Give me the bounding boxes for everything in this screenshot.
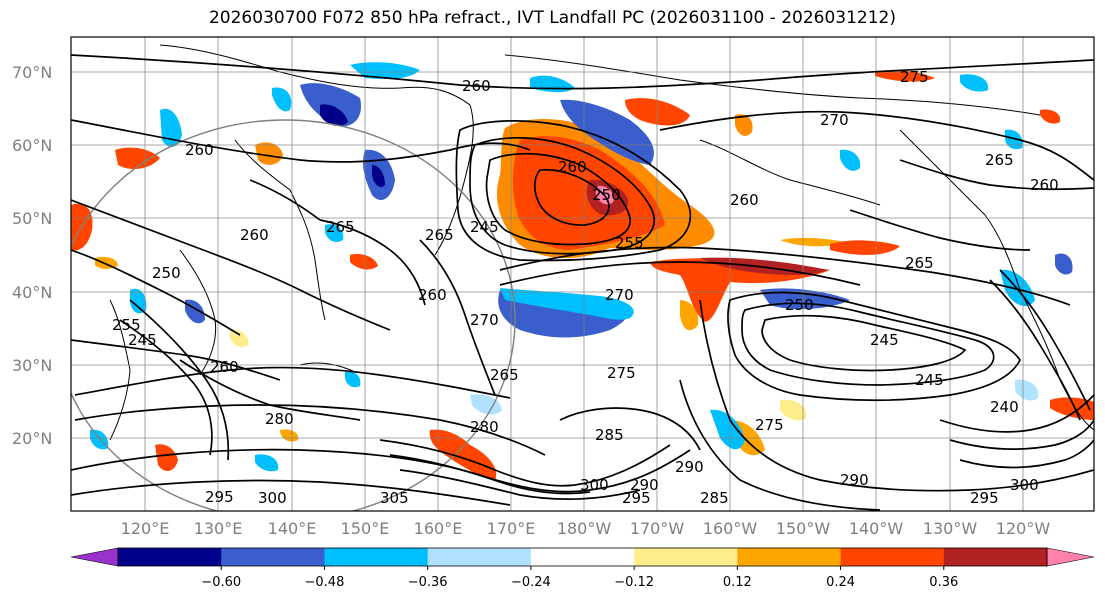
lat-label-40n: 40°N [12,283,52,302]
contour-label: 260 [240,226,269,244]
contour-label: 265 [425,226,454,244]
contour-label: 275 [900,68,929,86]
lon-label: 140°W [849,519,904,538]
latitude-labels: 70°N 60°N 50°N 40°N 30°N 20°N [12,63,52,448]
contour-label: 260 [1030,176,1059,194]
colorbar-tick-label: 0.12 [723,575,752,590]
colorbar-max-extend [1046,547,1095,567]
colorbar-min-extend [70,547,119,567]
contour-label: 270 [820,111,849,129]
lon-label: 160°W [703,519,758,538]
contour-labels: 260 270 275 265 260 260 260 250 255 245 … [112,68,1059,507]
lat-label-30n: 30°N [12,356,52,375]
contour-label: 255 [615,234,644,252]
colorbar-tick-label: −0.48 [305,575,345,590]
colorbar: −0.60 −0.48 −0.36 −0.24 −0.12 0.12 0.24 0.36 [70,547,1095,590]
contour-label: 295 [622,489,651,507]
lat-label-60n: 60°N [12,136,52,155]
lon-label: 180°W [557,519,612,538]
region-outline-circle [71,119,516,511]
colorbar-segment [840,548,945,566]
contour-label: 290 [630,476,659,494]
contour-label: 300 [1010,476,1039,494]
colorbar-tick-label: 0.24 [826,575,855,590]
contour-label: 260 [185,141,214,159]
colorbar-segment [943,548,1048,566]
contour-label: 275 [755,416,784,434]
lon-label: 150°W [776,519,831,538]
contour-label: 245 [470,218,499,236]
contour-label: 260 [462,77,491,95]
contour-label: 285 [700,489,729,507]
refractivity-contours [71,54,1094,511]
longitude-labels: 120°E 130°E 140°E 150°E 160°E 170°E 180°… [121,519,1051,538]
colorbar-tick-label: 0.36 [929,575,958,590]
colorbar-tick-label: −0.24 [511,575,551,590]
lon-label: 140°E [268,519,317,538]
colorbar-segment [737,548,842,566]
lon-label: 170°W [630,519,685,538]
lon-label: 120°E [121,519,170,538]
lon-label: 170°E [487,519,536,538]
contour-label: 300 [258,489,287,507]
contour-label: 280 [470,418,499,436]
colorbar-segment [221,548,325,566]
contour-label: 295 [970,489,999,507]
contour-label: 260 [210,358,239,376]
contour-label: 305 [380,489,409,507]
contour-label: 245 [915,371,944,389]
colorbar-segment [530,548,635,566]
lon-label: 130°W [923,519,978,538]
colorbar-tick-label: −0.12 [614,575,654,590]
contour-label: 265 [985,151,1014,169]
lon-label: 160°E [414,519,463,538]
map-title: 2026030700 F072 850 hPa refract., IVT La… [208,8,896,28]
contour-label: 260 [418,286,447,304]
contour-label: 250 [592,186,621,204]
lon-label: 150°E [341,519,390,538]
contour-label: 285 [595,426,624,444]
lat-label-70n: 70°N [12,63,52,82]
contour-label: 260 [730,191,759,209]
contour-label: 245 [870,331,899,349]
contour-label: 300 [580,476,609,494]
lat-label-50n: 50°N [12,209,52,228]
colorbar-segment [324,548,429,566]
contour-label: 240 [990,398,1019,416]
map-frame-border [70,36,1095,512]
contour-label: 255 [112,316,141,334]
lat-label-20n: 20°N [12,429,52,448]
colorbar-segment [427,548,532,566]
contour-label: 265 [326,218,355,236]
contour-label: 260 [558,158,587,176]
lon-label: 120°W [996,519,1051,538]
contour-label: 245 [128,331,157,349]
colorbar-tick-label: −0.36 [408,575,448,590]
contour-label: 295 [205,488,234,506]
colorbar-border [117,547,1048,567]
colorbar-segment [118,548,222,566]
contour-label: 250 [785,296,814,314]
contour-label: 280 [265,410,294,428]
contour-label: 250 [152,264,181,282]
colorbar-segment [634,548,738,566]
contour-label: 290 [840,471,869,489]
contour-label: 270 [605,286,634,304]
contour-label: 270 [470,311,499,329]
contour-label: 290 [675,458,704,476]
contour-label: 275 [607,364,636,382]
contour-label: 265 [490,366,519,384]
lon-label: 130°E [194,519,243,538]
graticule [71,37,1094,511]
contour-label: 265 [905,254,934,272]
colorbar-tick-label: −0.60 [201,575,241,590]
